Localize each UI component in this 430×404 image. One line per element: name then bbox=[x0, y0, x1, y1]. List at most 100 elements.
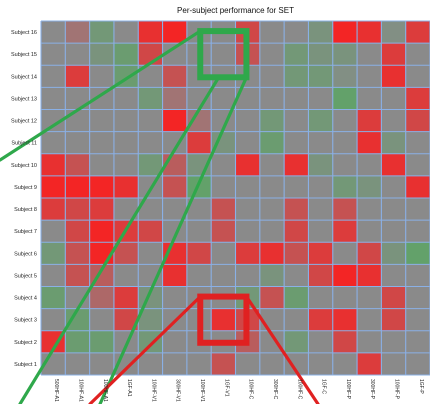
heatmap-cell bbox=[381, 352, 406, 376]
row-label: Subject 13 bbox=[11, 96, 37, 102]
column-label: 300HF-P bbox=[369, 379, 375, 400]
heatmap-cell bbox=[89, 198, 114, 221]
heatmap-cell bbox=[381, 198, 406, 221]
heatmap-cell bbox=[308, 264, 333, 287]
heatmap-cell bbox=[357, 264, 382, 287]
heatmap-cell bbox=[235, 264, 260, 287]
heatmap-cell bbox=[308, 352, 333, 376]
heatmap-cell bbox=[65, 286, 90, 309]
heatmap-cell bbox=[308, 242, 333, 265]
heatmap-cell bbox=[162, 21, 187, 44]
heatmap-cell bbox=[211, 198, 236, 221]
column-label: 300HF-C bbox=[272, 379, 278, 400]
heatmap-cells bbox=[41, 21, 430, 376]
heatmap-cell bbox=[235, 175, 260, 199]
heatmap-cell bbox=[113, 330, 139, 353]
heatmap-cell bbox=[186, 131, 212, 154]
heatmap-cell bbox=[211, 220, 236, 243]
heatmap-cell bbox=[41, 87, 66, 110]
heatmap-cell bbox=[41, 65, 66, 88]
heatmap-cell bbox=[113, 43, 139, 66]
heatmap-cell bbox=[138, 21, 163, 44]
heatmap-cell bbox=[381, 175, 406, 199]
heatmap-cell bbox=[357, 175, 382, 199]
heatmap-cell bbox=[405, 43, 430, 66]
highlight-box-red bbox=[197, 293, 250, 346]
heatmap-cell bbox=[89, 87, 114, 110]
row-label: Subject 9 bbox=[14, 185, 37, 191]
heatmap-cell bbox=[259, 220, 285, 243]
row-label: Subject 16 bbox=[11, 30, 37, 36]
heatmap-cell bbox=[357, 21, 382, 44]
heatmap-cell bbox=[357, 153, 382, 176]
heatmap-cell bbox=[259, 65, 285, 88]
heatmap-cell bbox=[138, 220, 163, 243]
heatmap-cell bbox=[357, 87, 382, 110]
row-label: Subject 5 bbox=[14, 273, 37, 279]
heatmap-cell bbox=[65, 109, 90, 132]
heatmap-cell bbox=[284, 242, 309, 265]
callout-line-red bbox=[244, 294, 320, 404]
heatmap-cell bbox=[284, 308, 309, 331]
heatmap-cell bbox=[357, 242, 382, 265]
heatmap-cell bbox=[41, 43, 66, 66]
row-label: Subject 14 bbox=[11, 74, 37, 80]
heatmap-cell bbox=[405, 175, 430, 199]
heatmap-cell bbox=[381, 153, 406, 176]
heatmap-cell bbox=[138, 65, 163, 88]
heatmap-cell bbox=[357, 198, 382, 221]
heatmap-cell bbox=[65, 330, 90, 353]
heatmap-cell bbox=[162, 43, 187, 66]
column-label: 100HF-A1 bbox=[102, 379, 108, 402]
heatmap-cell bbox=[405, 153, 430, 176]
heatmap-cell bbox=[332, 198, 358, 221]
heatmap-cell bbox=[259, 175, 285, 199]
heatmap-cell bbox=[308, 198, 333, 221]
heatmap-cell bbox=[332, 352, 358, 376]
heatmap-cell bbox=[162, 286, 187, 309]
heatmap-cell bbox=[65, 264, 90, 287]
heatmap-cell bbox=[259, 198, 285, 221]
heatmap-cell bbox=[308, 43, 333, 66]
heatmap-cell bbox=[162, 175, 187, 199]
heatmap-cell bbox=[405, 330, 430, 353]
heatmap-cell bbox=[41, 286, 66, 309]
heatmap-cell bbox=[162, 109, 187, 132]
heatmap-cell bbox=[211, 43, 236, 66]
heatmap-cell bbox=[308, 131, 333, 154]
heatmap-cell bbox=[211, 175, 236, 199]
heatmap-cell bbox=[186, 242, 212, 265]
heatmap-cell bbox=[259, 264, 285, 287]
heatmap-cell bbox=[332, 131, 358, 154]
heatmap-cell bbox=[113, 109, 139, 132]
heatmap-cell bbox=[41, 153, 66, 176]
row-label: Subject 1 bbox=[14, 362, 37, 368]
heatmap-cell bbox=[381, 21, 406, 44]
column-label: 500HF-A1 bbox=[53, 379, 59, 402]
heatmap-cell bbox=[89, 286, 114, 309]
heatmap-cell bbox=[381, 242, 406, 265]
heatmap-cell bbox=[308, 87, 333, 110]
column-label: 1GF-A1 bbox=[126, 379, 132, 397]
heatmap-cell bbox=[65, 65, 90, 88]
heatmap-cell bbox=[235, 87, 260, 110]
heatmap-cell bbox=[259, 286, 285, 309]
row-label: Subject 3 bbox=[14, 318, 37, 324]
heatmap-cell bbox=[405, 65, 430, 88]
heatmap-cell bbox=[211, 352, 236, 376]
callout-overlay bbox=[0, 28, 320, 404]
heatmap-cell bbox=[405, 352, 430, 376]
heatmap-cell bbox=[405, 286, 430, 309]
row-label: Subject 8 bbox=[14, 207, 37, 213]
column-label: 100HF-V1 bbox=[150, 379, 156, 402]
heatmap-cell bbox=[41, 109, 66, 132]
heatmap-cell bbox=[138, 352, 163, 376]
heatmap-cell bbox=[284, 352, 309, 376]
heatmap-cell bbox=[405, 242, 430, 265]
row-label: Subject 4 bbox=[14, 296, 37, 302]
heatmap-cell bbox=[186, 264, 212, 287]
heatmap-cell bbox=[357, 352, 382, 376]
heatmap-cell bbox=[284, 198, 309, 221]
heatmap-cell bbox=[381, 131, 406, 154]
